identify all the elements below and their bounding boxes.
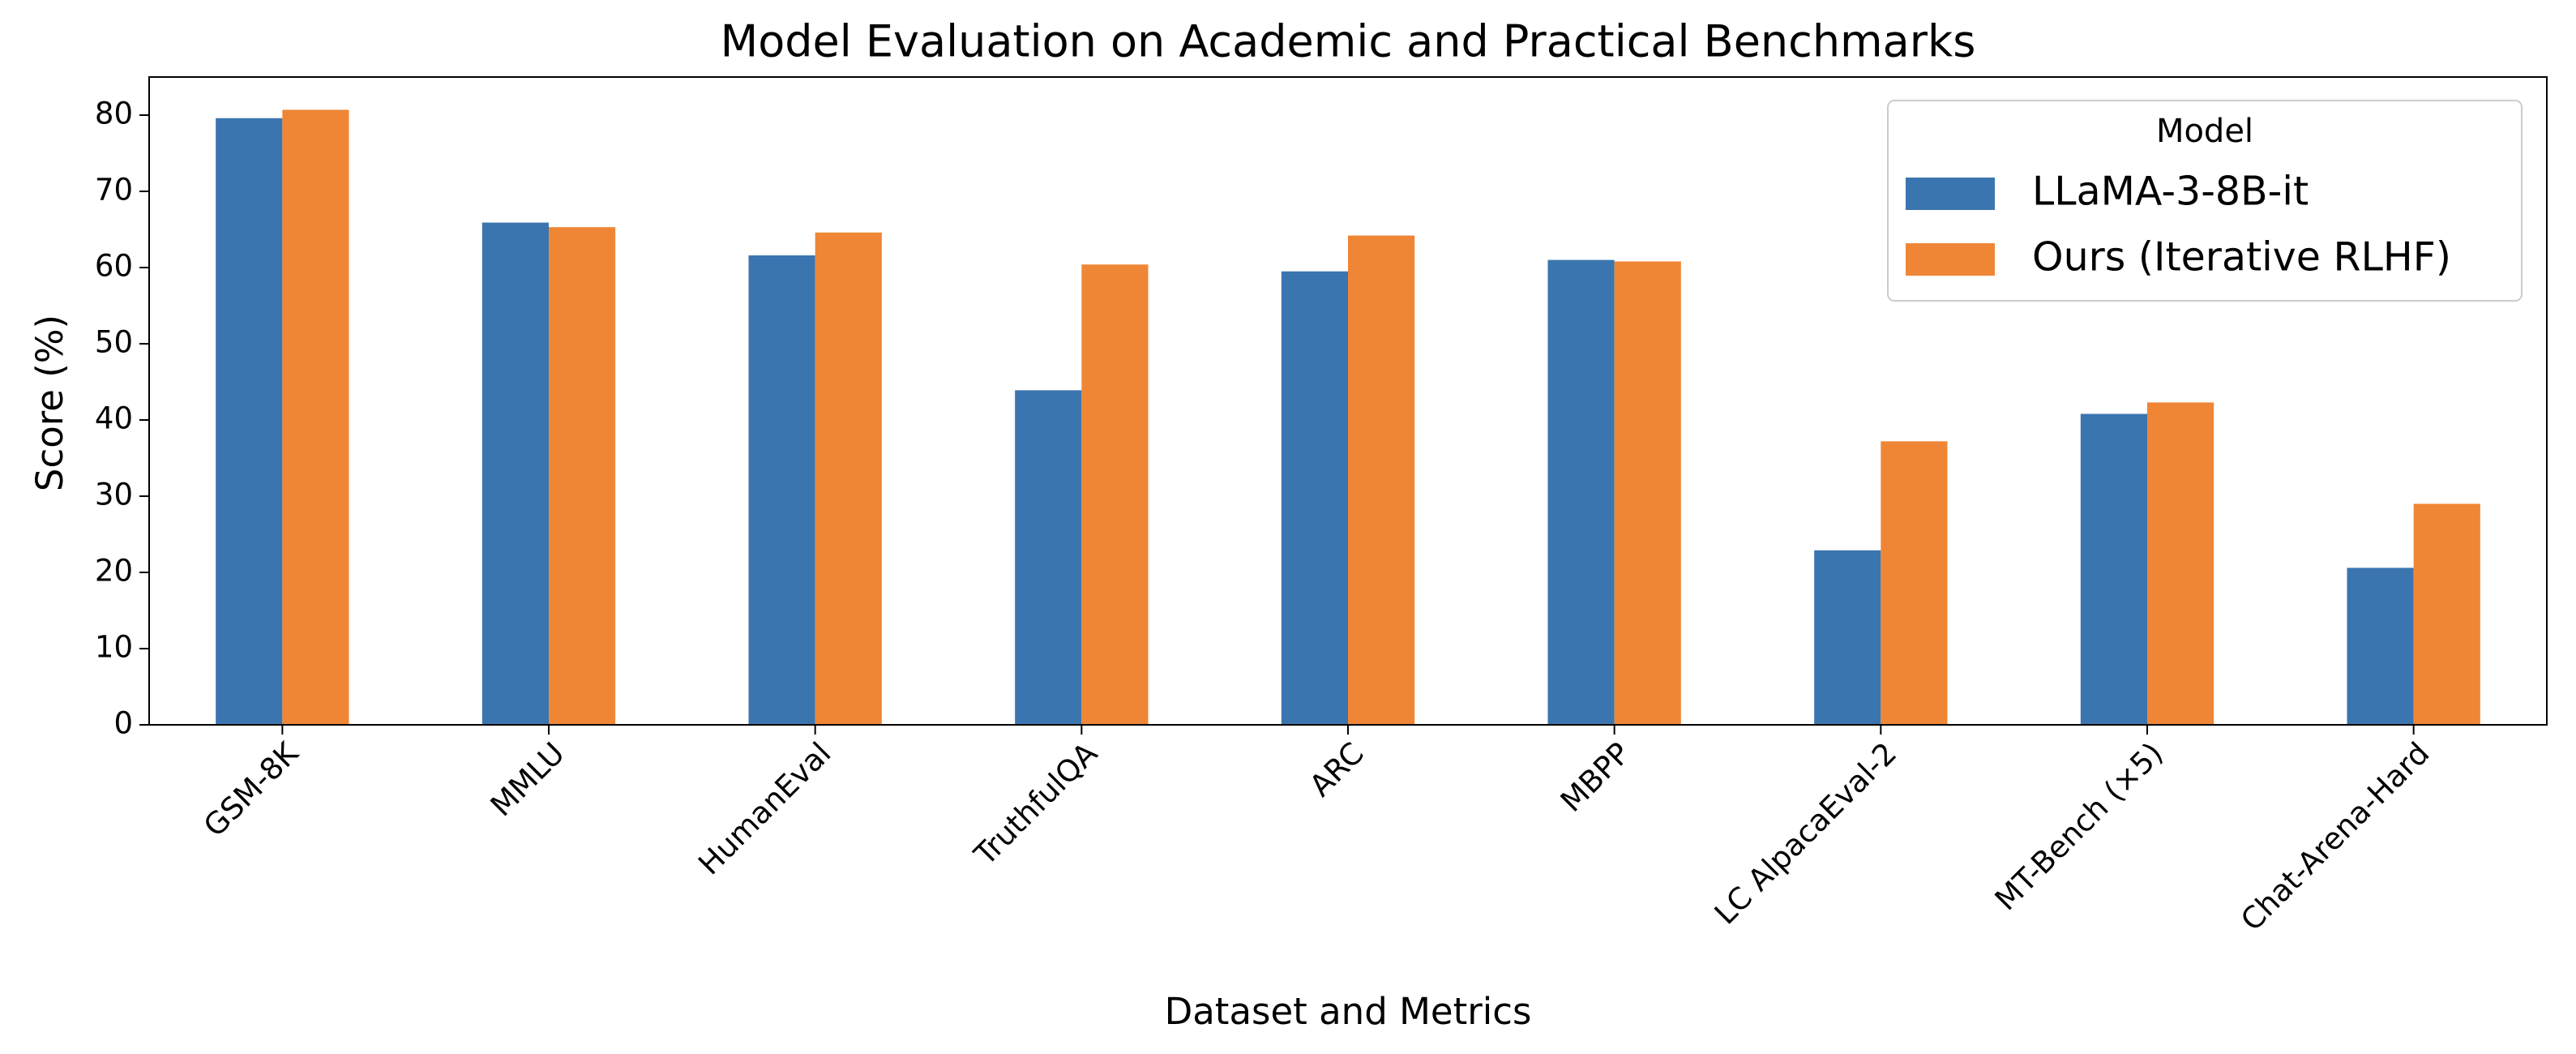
bar: [216, 118, 283, 725]
legend-swatch: [1906, 178, 1995, 210]
legend-box: [1887, 100, 2523, 302]
x-tick-label: MBPP: [1554, 735, 1637, 818]
x-tick-label: Chat-Arena-Hard: [2234, 735, 2436, 937]
legend-label: Ours (Iterative RLHF): [2032, 234, 2451, 281]
legend-title: Model: [2156, 113, 2253, 150]
bar: [2347, 568, 2414, 725]
bar: [1348, 235, 1415, 725]
x-tick-label: MT-Bench (×5): [1988, 735, 2170, 917]
bar: [748, 255, 815, 726]
bar: [549, 227, 616, 725]
x-tick-label: TruthfulQA: [967, 735, 1104, 872]
axes-frame: [148, 76, 2548, 726]
x-tick-label: HumanEval: [691, 735, 837, 881]
x-tick-label: LC AlpacaEval-2: [1708, 735, 1903, 931]
y-tick-label: 20: [95, 554, 133, 589]
bar: [2080, 413, 2147, 725]
bar: [1281, 271, 1348, 725]
bar: [815, 232, 882, 725]
bar: [1614, 261, 1681, 726]
chart-title: Model Evaluation on Academic and Practic…: [721, 16, 1976, 67]
x-axis-label: Dataset and Metrics: [1165, 990, 1532, 1033]
bar: [1547, 259, 1615, 726]
y-tick-label: 0: [113, 706, 133, 741]
bar: [282, 109, 349, 726]
bar: [481, 222, 549, 725]
y-tick-label: 80: [95, 96, 133, 131]
bar: [1814, 550, 1881, 725]
bar: [1881, 441, 1948, 725]
bar: [2413, 503, 2480, 725]
y-tick-label: 40: [95, 401, 133, 436]
y-tick-label: 10: [95, 630, 133, 665]
bar: [1015, 390, 1082, 725]
y-tick-label: 30: [95, 478, 133, 512]
y-axis-label: Score (%): [28, 315, 71, 491]
y-tick-label: 60: [95, 249, 133, 284]
legend-label: LLaMA-3-8B-it: [2032, 169, 2309, 215]
x-tick-label: MMLU: [484, 735, 571, 823]
y-tick-label: 50: [95, 325, 133, 360]
legend-swatch: [1906, 243, 1995, 276]
y-tick-label: 70: [95, 173, 133, 208]
bar: [1081, 264, 1149, 725]
x-tick-label: ARC: [1303, 735, 1370, 803]
x-tick-label: GSM-8K: [197, 735, 306, 843]
bar: [2147, 402, 2214, 725]
